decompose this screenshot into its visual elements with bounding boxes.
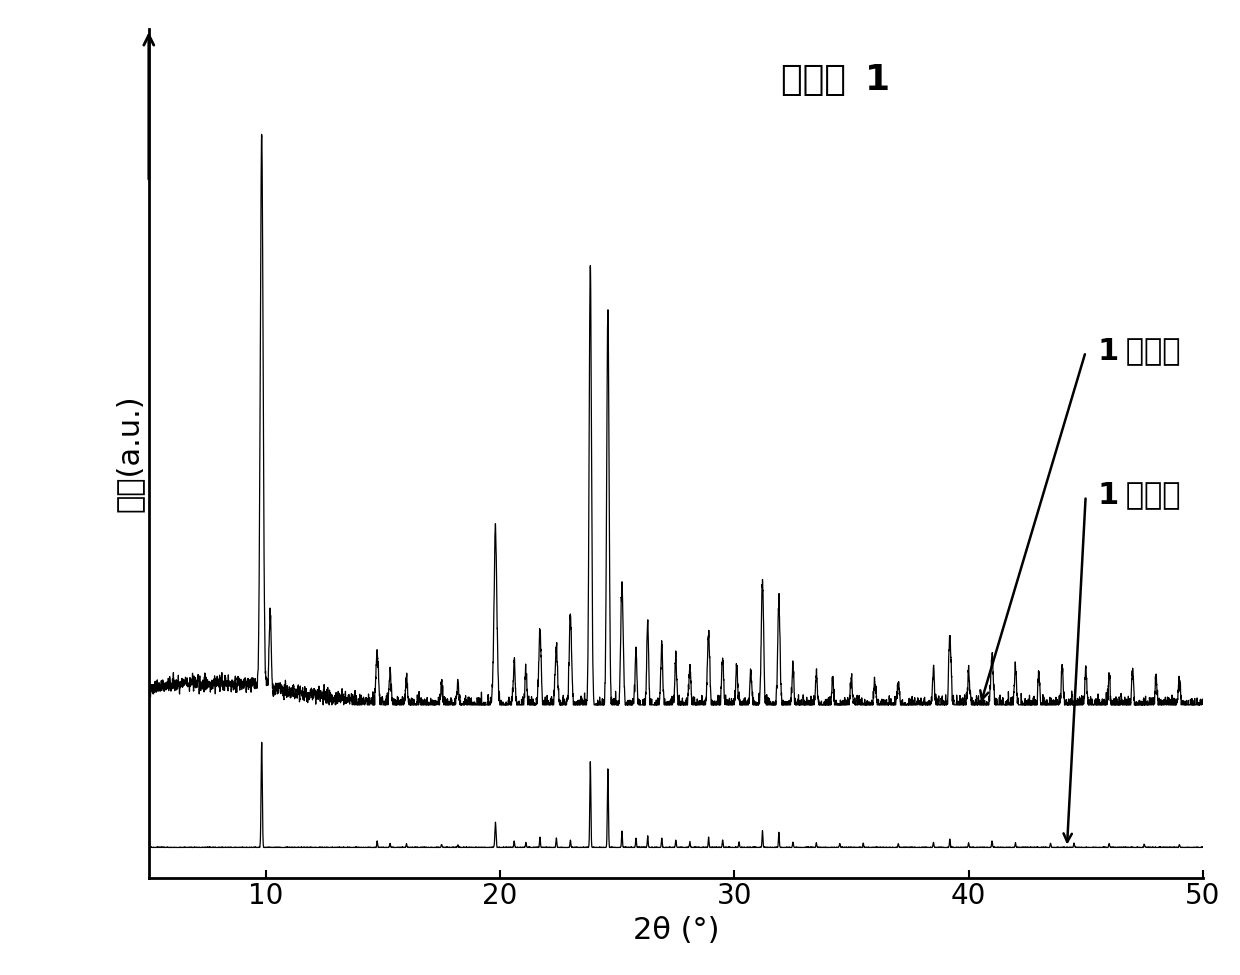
Text: 化合物: 化合物	[781, 63, 858, 98]
Text: 1: 1	[866, 63, 890, 98]
Text: 实验值: 实验值	[1116, 337, 1180, 366]
Text: 理论值: 理论值	[1116, 482, 1180, 510]
Text: 1: 1	[1097, 482, 1118, 510]
Text: 1: 1	[1097, 337, 1118, 366]
Y-axis label: 强度(a.u.): 强度(a.u.)	[114, 395, 144, 512]
X-axis label: 2θ (°): 2θ (°)	[632, 916, 719, 945]
